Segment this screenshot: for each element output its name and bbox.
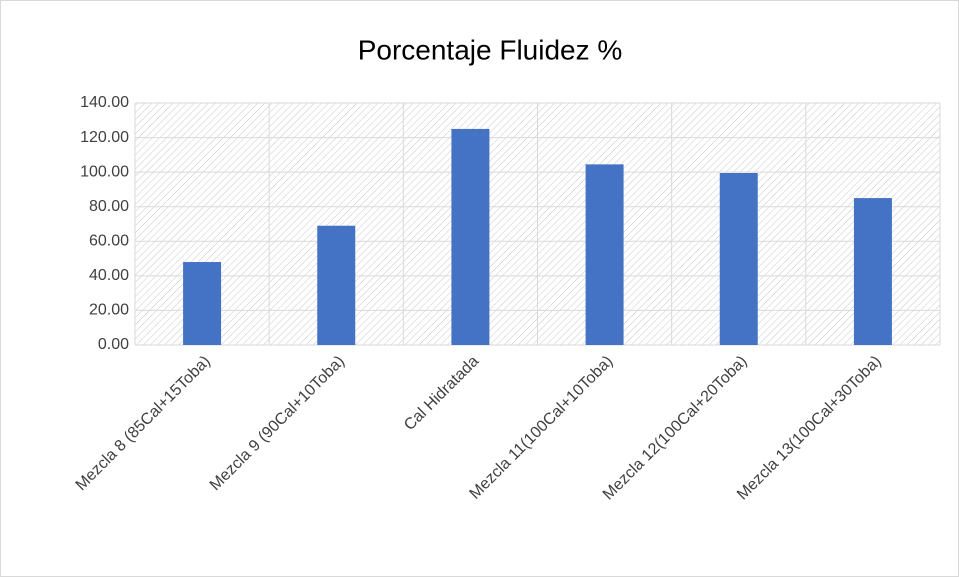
chart-title: Porcentaje Fluidez % (358, 34, 623, 65)
bar (317, 225, 356, 345)
bar (585, 164, 624, 345)
bar (451, 128, 490, 345)
y-tick-label: 100.00 (80, 163, 129, 180)
bar (853, 198, 892, 345)
y-tick-label: 140.00 (80, 94, 129, 111)
y-tick-label: 120.00 (80, 129, 129, 146)
bar (183, 262, 222, 345)
y-tick-label: 80.00 (89, 198, 129, 215)
y-tick-label: 0.00 (98, 336, 129, 353)
y-tick-label: 60.00 (89, 233, 129, 250)
bar (719, 173, 758, 345)
y-tick-label: 40.00 (89, 267, 129, 284)
y-tick-label: 20.00 (89, 302, 129, 319)
